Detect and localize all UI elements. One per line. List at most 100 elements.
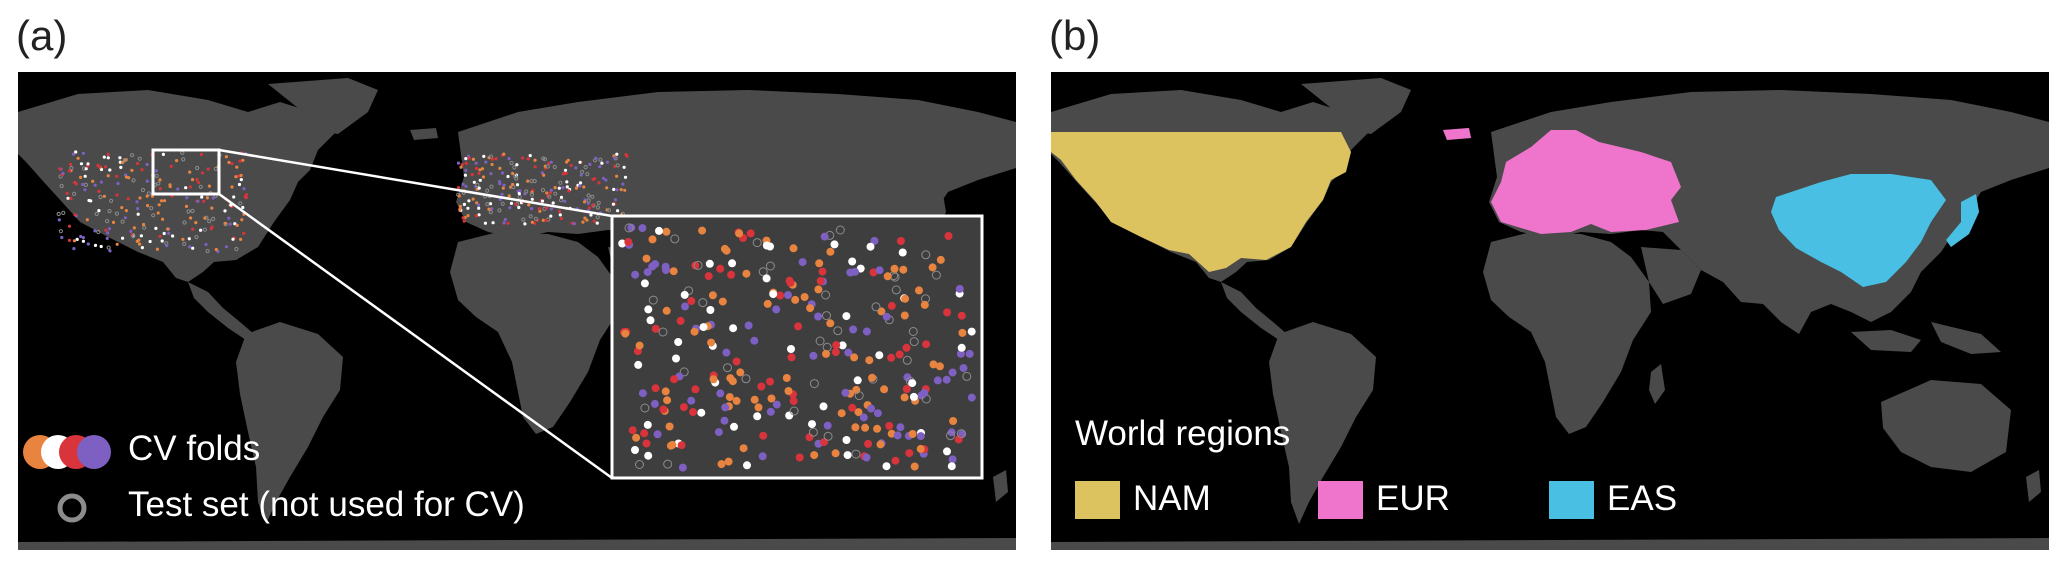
us-site-marker — [148, 239, 152, 244]
us-site-marker — [138, 196, 142, 200]
us-site-marker — [239, 173, 243, 178]
europe-site-marker — [472, 180, 476, 184]
us-site-marker — [199, 228, 203, 232]
us-site-marker — [145, 162, 149, 167]
inset-site-marker — [920, 389, 929, 397]
region-eas-japan — [1946, 194, 1979, 247]
inset-site-marker — [763, 299, 772, 308]
europe-site-marker — [477, 186, 481, 190]
inset-site-marker — [843, 451, 852, 460]
europe-site-marker — [477, 206, 481, 210]
inset-site-marker — [859, 413, 868, 422]
europe-site-marker — [544, 218, 548, 222]
us-site-marker — [190, 208, 195, 213]
world-regions-map — [1051, 78, 2049, 550]
inset-site-marker — [791, 295, 800, 304]
us-site-marker — [106, 174, 110, 178]
inset-site-marker — [624, 238, 633, 246]
europe-site-marker — [502, 152, 506, 156]
us-site-marker — [72, 191, 77, 197]
inset-site-marker — [822, 349, 830, 358]
us-site-marker — [66, 196, 70, 200]
inset-site-marker — [728, 259, 737, 268]
us-site-marker — [195, 165, 200, 171]
europe-site-marker — [478, 178, 482, 182]
inset-site-marker — [642, 254, 651, 263]
us-site-marker — [142, 225, 147, 230]
inset-site-marker — [849, 325, 858, 334]
inset-site-marker — [727, 270, 736, 279]
zoom-leader-line-top — [218, 148, 613, 218]
europe-site-marker — [512, 165, 517, 170]
inset-site-marker — [644, 451, 653, 460]
inset-site-marker — [618, 239, 627, 248]
us-site-marker — [158, 178, 162, 182]
inset-site-marker — [861, 423, 870, 432]
inset-site-marker — [909, 337, 919, 347]
inset-site-marker — [929, 360, 938, 369]
us-site-marker — [154, 226, 158, 230]
inset-site-marker — [875, 351, 884, 360]
inset-site-marker — [838, 341, 847, 350]
world-map-sites — [18, 78, 1016, 550]
land-shape-7 — [1483, 232, 1651, 434]
inset-site-marker — [891, 456, 900, 465]
europe-site-marker — [579, 173, 583, 177]
inset-site-marker — [873, 424, 882, 433]
zoom-inset-border — [610, 214, 984, 480]
europe-site-marker — [533, 216, 539, 221]
inset-site-marker — [752, 238, 762, 248]
us-site-marker — [69, 162, 73, 167]
inset-site-marker — [776, 291, 785, 300]
region-nam-area — [1051, 132, 1351, 272]
us-site-marker — [107, 227, 111, 231]
us-site-marker — [137, 238, 141, 242]
inset-site-marker — [631, 270, 640, 279]
us-site-marker — [184, 186, 188, 190]
inset-site-marker — [789, 397, 798, 406]
us-site-marker — [130, 168, 134, 172]
inset-site-marker — [815, 336, 825, 346]
inset-site-marker — [876, 440, 885, 449]
inset-site-marker — [955, 284, 964, 293]
inset-site-marker — [931, 270, 941, 280]
inset-site-marker — [841, 388, 850, 397]
europe-site-marker — [502, 183, 506, 187]
us-site-marker — [76, 156, 80, 160]
inset-site-marker — [661, 262, 670, 271]
europe-site-marker — [517, 205, 521, 210]
inset-site-marker — [707, 338, 716, 347]
inset-site-marker — [891, 285, 901, 295]
us-site-marker — [86, 162, 90, 166]
europe-site-marker — [456, 186, 461, 190]
europe-site-marker — [509, 201, 514, 205]
inset-site-marker — [870, 236, 879, 245]
europe-site-marker — [562, 172, 566, 176]
europe-site-marker — [489, 184, 494, 189]
us-site-marker — [154, 173, 159, 179]
zoom-inset — [610, 214, 984, 480]
europe-site-marker — [491, 221, 495, 225]
us-site-marker — [157, 203, 161, 207]
us-site-marker — [165, 243, 169, 248]
us-site-marker — [232, 195, 236, 199]
us-site-marker — [83, 182, 89, 188]
inset-site-marker — [883, 272, 892, 281]
us-site-marker — [240, 218, 244, 222]
europe-site-marker — [517, 192, 521, 196]
us-site-marker — [227, 216, 231, 220]
europe-site-marker — [483, 221, 487, 225]
us-site-marker — [93, 229, 97, 233]
us-site-marker — [89, 199, 93, 203]
europe-site-marker — [462, 219, 466, 223]
inset-site-marker — [634, 360, 643, 369]
us-site-marker — [57, 218, 61, 222]
inset-site-marker — [743, 461, 751, 470]
us-site-marker — [69, 166, 74, 171]
inset-site-marker — [851, 267, 859, 276]
inset-site-marker — [709, 375, 718, 384]
inset-site-marker — [724, 457, 733, 466]
inset-site-marker — [735, 229, 744, 238]
europe-site-marker — [532, 179, 537, 184]
europe-site-marker — [508, 206, 512, 210]
